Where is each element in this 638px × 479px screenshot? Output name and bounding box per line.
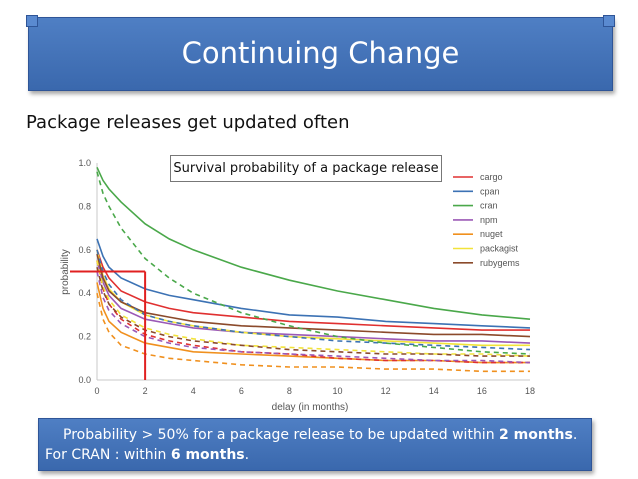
x-tick-label: 18 <box>525 386 535 396</box>
cargo-line <box>96 249 530 331</box>
x-tick-label: 12 <box>381 386 391 396</box>
legend-label-packagist: packagist <box>480 244 519 254</box>
y-tick-label: 0.2 <box>78 332 91 342</box>
x-tick-label: 10 <box>333 386 343 396</box>
conclusion-line-1: Probability > 50% for a package release … <box>63 427 577 443</box>
x-tick-label: 16 <box>477 386 487 396</box>
legend-label-cargo: cargo <box>480 172 503 182</box>
slide-title: Continuing Change <box>181 36 460 70</box>
cran-line <box>96 166 531 320</box>
legend-label-rubygems: rubygems <box>480 258 520 268</box>
nuget-line <box>96 282 530 364</box>
x-tick-label: 14 <box>429 386 439 396</box>
8b4a2b-dashed-line <box>96 267 530 357</box>
y-tick-labels: 0.0 0.2 0.4 0.6 0.8 1.0 <box>78 158 91 385</box>
4aa84a-dashed-line <box>96 171 531 355</box>
conclusion-line-2: For CRAN : within 6 months. <box>45 447 249 463</box>
y-tick-label: 0.8 <box>78 201 91 211</box>
chart-title: Survival probability of a package releas… <box>170 155 442 182</box>
x-tick-label: 4 <box>191 386 196 396</box>
plot-lines <box>96 166 531 373</box>
slide-subtitle: Package releases get updated often <box>26 112 350 133</box>
y-tick-label: 0.4 <box>78 288 91 298</box>
annotation-marker <box>70 270 147 380</box>
legend-label-cran: cran <box>480 201 498 211</box>
y-tick-label: 0.6 <box>78 245 91 255</box>
legend-label-npm: npm <box>480 215 498 225</box>
legend-label-cpan: cpan <box>480 186 500 196</box>
rubygems-line <box>96 253 531 338</box>
f2e33a-dashed-line <box>96 260 531 357</box>
x-tick-label: 2 <box>143 386 148 396</box>
y-tick-label: 0.0 <box>78 375 91 385</box>
title-banner: Continuing Change <box>26 15 615 91</box>
cpan-line <box>96 238 531 329</box>
y-axis-label: probability <box>60 249 71 295</box>
x-tick-label: 8 <box>287 386 292 396</box>
conclusion-box: Probability > 50% for a package release … <box>38 418 592 471</box>
note-text: For CRAN : within <box>45 447 171 463</box>
3c72b4-dashed-line <box>96 249 531 351</box>
x-tick-label: 0 <box>94 386 99 396</box>
x-tick-labels: 0 2 4 6 8 10 12 14 16 18 <box>94 386 535 396</box>
e03030-dashed-line <box>96 260 530 364</box>
note-text: . <box>244 447 250 463</box>
banner-curl-left <box>26 15 38 27</box>
note-text: . <box>572 427 578 443</box>
note-text: Probability > 50% for a package release … <box>63 427 500 443</box>
packagist-line <box>96 249 530 347</box>
x-axis-label: delay (in months) <box>272 402 349 413</box>
note-emphasis: 2 months <box>499 427 573 443</box>
npm-line <box>96 260 531 344</box>
legend-label-nuget: nuget <box>480 229 503 239</box>
y-tick-label: 1.0 <box>78 158 91 168</box>
f0901e-dashed-line <box>96 293 530 373</box>
legend: cargo cpan cran npm nuget packagist rubygems <box>453 172 520 268</box>
note-emphasis: 6 months <box>170 447 245 463</box>
x-tick-label: 6 <box>239 386 244 396</box>
banner-curl-right <box>603 15 615 27</box>
